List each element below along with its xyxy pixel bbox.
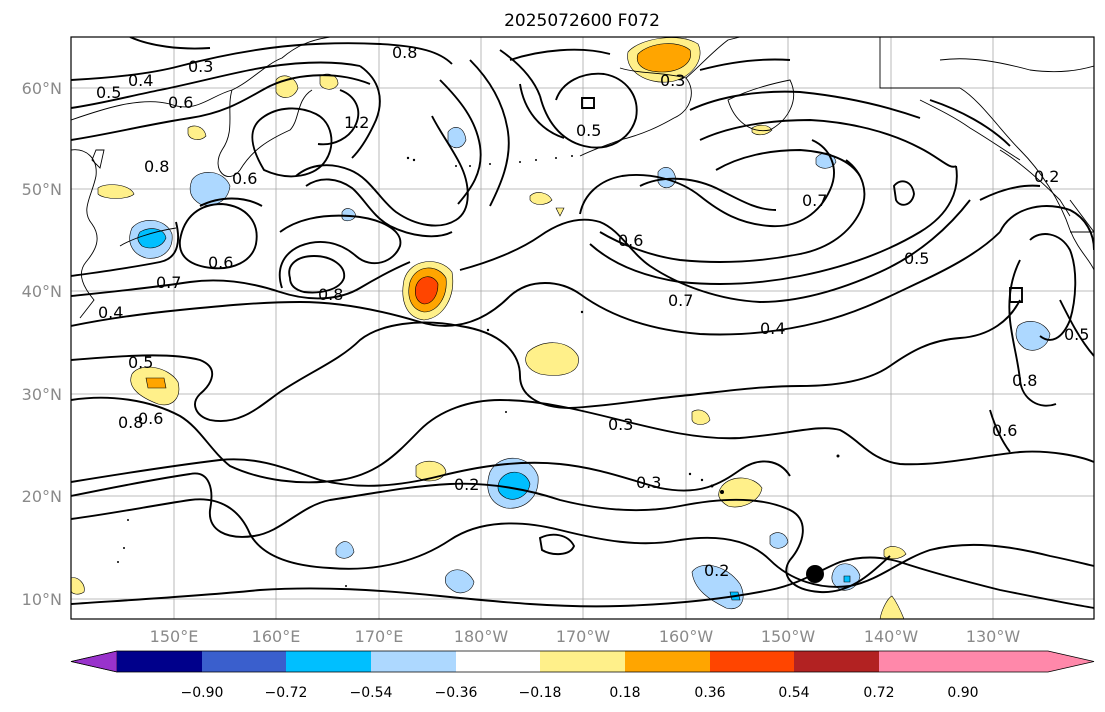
colorbar-tick-label: −0.72 xyxy=(265,685,308,701)
contour-label: 0.5 xyxy=(904,249,929,268)
contour-label: 0.6 xyxy=(232,169,257,188)
contour-label: 0.7 xyxy=(668,291,693,310)
colorbar-segment xyxy=(286,651,371,672)
contour-label: 0.7 xyxy=(802,191,827,210)
lon-tick-label: 170°E xyxy=(355,627,404,646)
contour-label: 0.8 xyxy=(318,285,343,304)
colorbar-tick-label: 0.90 xyxy=(947,685,978,701)
colorbar-segment xyxy=(202,651,286,672)
colorbar-segment xyxy=(879,651,963,672)
lon-tick-label: 170°W xyxy=(556,627,611,646)
contour-label: 0.8 xyxy=(144,157,169,176)
lon-tick-label: 140°W xyxy=(864,627,919,646)
colorbar-tick-label: 0.36 xyxy=(694,685,725,701)
islands xyxy=(117,155,840,587)
lon-tick-label: 150°W xyxy=(761,627,816,646)
contour-label: 0.7 xyxy=(156,273,181,292)
contour-label: 0.6 xyxy=(992,421,1017,440)
colorbar-segment xyxy=(710,651,794,672)
colorbar-tick-label: −0.36 xyxy=(435,685,478,701)
lon-tick-label: 150°E xyxy=(150,627,199,646)
colorbar-segment xyxy=(456,651,540,672)
plot-frame xyxy=(70,36,1095,620)
contour-label: 0.6 xyxy=(208,253,233,272)
contour-label: 0.4 xyxy=(128,71,153,90)
colorbar-segment xyxy=(794,651,879,672)
contour-label: 0.4 xyxy=(98,303,123,322)
contour-labels: 0.3 0.4 0.5 0.6 0.8 1.2 0.8 0.6 0.6 0.7 … xyxy=(96,43,1089,580)
map-title: 2025072600 F072 xyxy=(504,11,660,31)
colorbar-tick-label: 0.18 xyxy=(609,685,640,701)
colorbar-tick-label: 0.72 xyxy=(863,685,894,701)
contour-label: 0.8 xyxy=(118,413,143,432)
lat-tick-label: 60°N xyxy=(22,79,62,98)
lat-tick-label: 20°N xyxy=(22,487,62,506)
contour-label: 0.3 xyxy=(660,71,685,90)
contour-label: 0.2 xyxy=(454,475,479,494)
contour-lines xyxy=(71,37,1094,609)
contour-label: 0.5 xyxy=(128,353,153,372)
colorbar-segment xyxy=(540,651,625,672)
colorbar: −0.90 −0.72 −0.54 −0.36 −0.18 0.18 0.36 … xyxy=(70,650,1095,701)
lat-tick-label: 50°N xyxy=(22,180,62,199)
lat-tick-label: 40°N xyxy=(22,282,62,301)
contour-label: 0.8 xyxy=(1012,371,1037,390)
lat-axis: 60°N 50°N 40°N 30°N 20°N 10°N xyxy=(22,79,62,609)
plot-area: 0.3 0.4 0.5 0.6 0.8 1.2 0.8 0.6 0.6 0.7 … xyxy=(71,37,1094,619)
lat-tick-label: 10°N xyxy=(22,590,62,609)
colorbar-segment xyxy=(117,651,202,672)
contour-label: 0.5 xyxy=(1064,325,1089,344)
contour-label: 0.5 xyxy=(576,121,601,140)
contour-label: 0.4 xyxy=(760,319,785,338)
contour-label: 0.3 xyxy=(608,415,633,434)
contour-label: 1.2 xyxy=(344,113,369,132)
colorbar-right-extension xyxy=(963,651,1094,672)
lon-tick-label: 160°W xyxy=(659,627,714,646)
contour-label: 0.6 xyxy=(138,409,163,428)
colorbar-tick-label: 0.54 xyxy=(778,685,809,701)
location-marker xyxy=(806,565,824,583)
colorbar-segment xyxy=(371,651,456,672)
colorbar-tick-label: −0.18 xyxy=(519,685,562,701)
colorbar-tick-label: −0.54 xyxy=(350,685,393,701)
lon-axis: 150°E 160°E 170°E 180°W 170°W 160°W 150°… xyxy=(150,627,1021,646)
contour-label: 0.8 xyxy=(392,43,417,62)
lon-tick-label: 160°E xyxy=(252,627,301,646)
lat-tick-label: 30°N xyxy=(22,385,62,404)
colorbar-left-extension xyxy=(70,650,118,673)
contour-label: 0.6 xyxy=(168,93,193,112)
lon-tick-label: 180°W xyxy=(454,627,509,646)
colorbar-tick-label: −0.90 xyxy=(181,685,224,701)
colorbar-segment xyxy=(625,651,710,672)
lon-tick-label: 130°W xyxy=(966,627,1021,646)
contour-label: 0.3 xyxy=(636,473,661,492)
contour-label: 0.2 xyxy=(704,561,729,580)
contour-label: 0.5 xyxy=(96,83,121,102)
contour-label: 0.6 xyxy=(618,231,643,250)
contour-label: 0.2 xyxy=(1034,167,1059,186)
contour-label: 0.3 xyxy=(188,57,213,76)
